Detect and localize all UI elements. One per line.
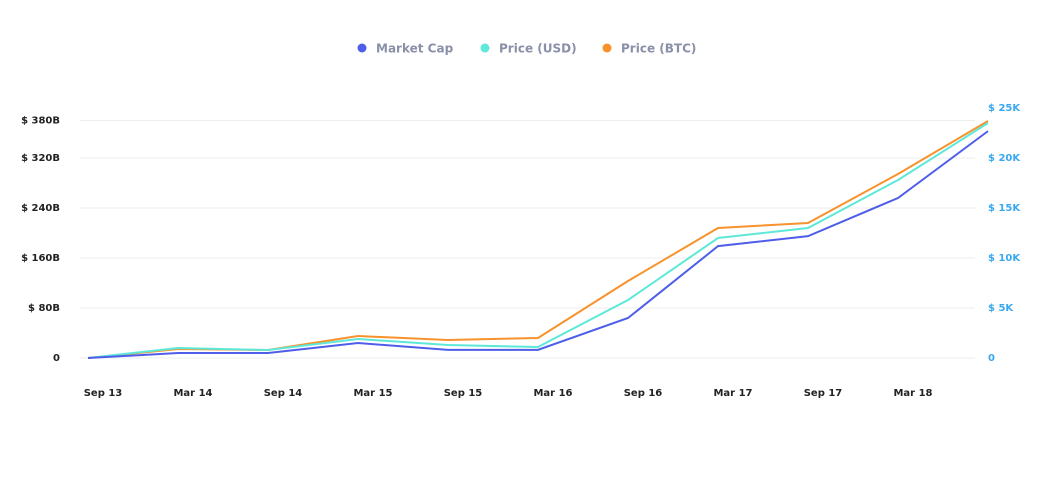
series-line	[87, 130, 989, 359]
x-tick-label: Mar 17	[713, 388, 752, 399]
legend-marker	[357, 43, 367, 53]
y-tick-label: $ 80B	[28, 303, 60, 314]
y2-tick-label: $ 25K	[988, 103, 1021, 114]
y2-tick-label: $ 15K	[988, 203, 1021, 214]
y2-tick-label: 0	[988, 353, 995, 364]
legend-label: Price (BTC)	[621, 42, 696, 56]
x-tick-label: Mar 16	[533, 388, 572, 399]
legend-marker	[602, 43, 612, 53]
series-line	[87, 122, 989, 359]
y2-tick-label: $ 20K	[988, 153, 1021, 164]
x-tick-label: Sep 15	[444, 388, 483, 399]
series-line	[87, 120, 989, 359]
y-tick-label: $ 320B	[21, 153, 60, 164]
x-tick-label: Mar 14	[173, 388, 212, 399]
y-tick-label: 0	[53, 353, 60, 364]
x-tick-label: Sep 17	[804, 388, 843, 399]
x-tick-label: Sep 13	[84, 388, 123, 399]
legend-marker	[480, 43, 490, 53]
legend-label: Price (USD)	[499, 42, 577, 56]
x-tick-label: Sep 14	[264, 388, 303, 399]
x-tick-label: Sep 16	[624, 388, 663, 399]
y-tick-label: $ 160B	[21, 253, 60, 264]
y-tick-label: $ 240B	[21, 203, 60, 214]
legend-label: Market Cap	[376, 42, 454, 56]
y2-tick-label: $ 5K	[988, 303, 1014, 314]
y-tick-label: $ 380B	[21, 116, 60, 127]
x-tick-label: Mar 15	[353, 388, 392, 399]
x-tick-label: Mar 18	[893, 388, 932, 399]
y2-tick-label: $ 10K	[988, 253, 1021, 264]
